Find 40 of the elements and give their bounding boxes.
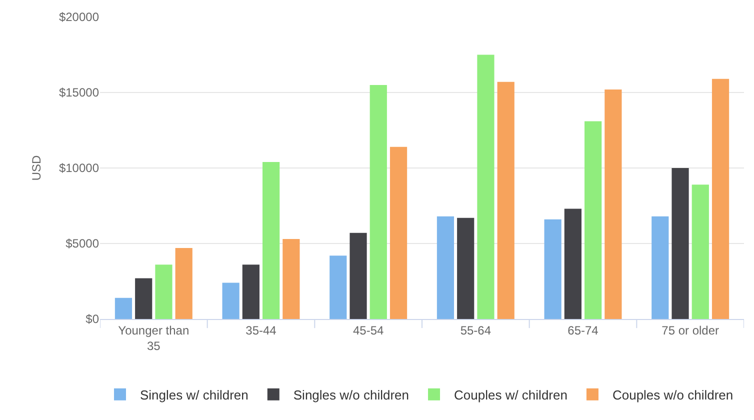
bar (390, 146, 408, 319)
y-tick-label: $0 (86, 312, 100, 326)
bar (604, 89, 622, 319)
legend-label: Singles w/o children (293, 387, 410, 402)
bar (262, 162, 280, 319)
x-tick-label: 35-44 (246, 323, 277, 338)
bar (175, 248, 192, 319)
legend-label: Couples w/ children (454, 387, 568, 402)
x-tick-label: 65-74 (568, 323, 599, 338)
bar (712, 78, 730, 319)
legend-label: Couples w/o children (612, 387, 734, 402)
bar (242, 264, 260, 319)
legend-label: Singles w/ children (140, 387, 248, 402)
x-tick-label: 75 or older (662, 323, 720, 338)
bar (114, 298, 132, 319)
bar (544, 219, 562, 319)
x-tick-label: 45-54 (352, 323, 384, 338)
bar (672, 168, 689, 319)
bar (564, 208, 582, 319)
bar (652, 216, 669, 319)
bar (282, 238, 300, 319)
bar (497, 82, 514, 319)
bar (330, 256, 347, 319)
bar (436, 216, 454, 319)
bar (692, 184, 709, 319)
bar (584, 121, 602, 319)
x-tick-label: Younger than 35 (118, 323, 190, 353)
y-tick-label: $10000 (58, 161, 100, 176)
bar (370, 84, 387, 319)
bar (155, 264, 172, 319)
bar (457, 218, 474, 319)
bar (135, 278, 152, 319)
bar (477, 54, 494, 319)
bar (222, 282, 240, 319)
bar (350, 232, 367, 319)
y-tick-label: $20000 (58, 10, 100, 24)
y-axis-title: USD (29, 155, 44, 181)
x-tick-label: 55-64 (460, 323, 492, 338)
y-tick-label: $5000 (66, 236, 100, 251)
y-tick-label: $15000 (58, 86, 100, 100)
